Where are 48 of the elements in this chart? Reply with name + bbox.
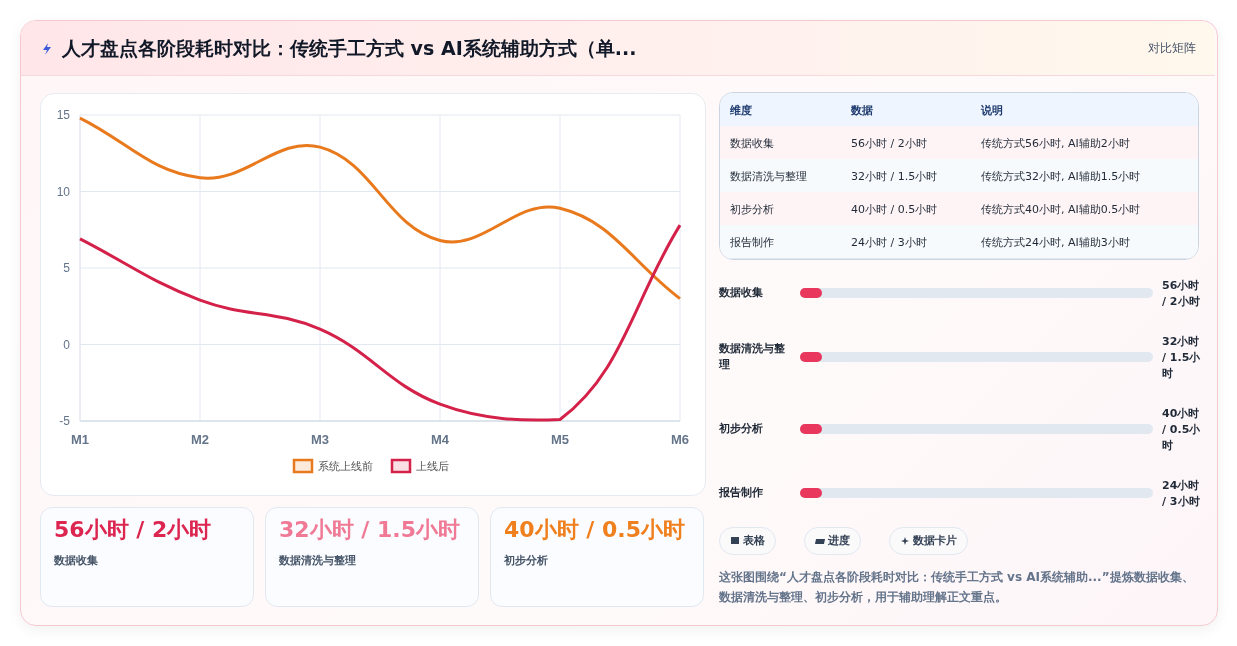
text: 传统方式24小时, AI辅助3小时 [981, 236, 1130, 249]
category-label: 数据收集 [730, 137, 774, 150]
text: 进度 [828, 534, 850, 547]
y-tick-label: 10 [56, 184, 71, 199]
text: 56小时 / 2小时 [54, 517, 212, 542]
text: 对比矩阵 [1148, 40, 1196, 57]
x-tick-label: M6 [670, 432, 690, 447]
category-label: 数据 [851, 103, 873, 118]
category-label: 数据清洗与整理 [279, 553, 356, 568]
y-tick-label: 5 [63, 261, 71, 275]
text: 56小时 / 2小时 [1162, 279, 1200, 308]
text: 传统方式56小时, AI辅助2小时 [981, 137, 1130, 150]
text: 24小时 / 3小时 [851, 236, 927, 249]
x-tick-label: M3 [310, 432, 330, 447]
category-label: 数据收集 [719, 285, 764, 301]
text: 32小时 / 1.5小时 [279, 517, 460, 542]
y-tick-label: 0 [63, 337, 71, 352]
chart-title: 人才盘点各阶段耗时对比：传统手工方式 vs AI系统辅助方式（单... [62, 36, 637, 61]
category-label: 初步分析 [730, 203, 774, 216]
text: 40小时 / 0.5小时 [504, 517, 685, 542]
x-tick-label: M4 [430, 432, 450, 447]
text: 传统方式32小时, AI辅助1.5小时 [981, 170, 1141, 183]
category-label: 数据收集 [54, 553, 98, 568]
category-label: 维度 [730, 103, 752, 118]
y-tick-label: -5 [59, 414, 71, 428]
category-label: 初步分析 [504, 553, 548, 568]
category-label: 数据清洗与整理 [730, 170, 807, 183]
category-label: 报告制作 [719, 485, 764, 501]
category-label: 报告制作 [730, 236, 774, 249]
x-tick-label: M1 [70, 432, 90, 447]
text: 传统方式40小时, AI辅助0.5小时 [981, 203, 1141, 216]
text: 32小时 / 1.5小时 [1162, 335, 1201, 380]
text: 数据卡片 [913, 534, 957, 547]
text: 40小时 / 0.5小时 [1162, 407, 1201, 452]
y-tick-label: 15 [56, 108, 71, 122]
text: 24小时 / 3小时 [1162, 479, 1200, 508]
category-label: 说明 [981, 103, 1003, 118]
text: 40小时 / 0.5小时 [851, 203, 938, 216]
category-label: 初步分析 [719, 421, 764, 437]
text: 表格 [743, 534, 765, 547]
text: 56小时 / 2小时 [851, 137, 927, 150]
x-tick-label: M2 [190, 432, 210, 447]
x-tick-label: M5 [550, 432, 570, 447]
text: 32小时 / 1.5小时 [851, 170, 938, 183]
legend-label: 上线后 [416, 460, 449, 473]
category-label: 数据清洗与整理 [719, 341, 786, 373]
text: 这张图围绕“人才盘点各阶段耗时对比：传统手工方式 vs AI系统辅助...”提炼数据收集、数据清洗与整理、初步分析，用于辅助理解正文重点。 [719, 569, 1195, 606]
legend-label: 系统上线前 [318, 460, 373, 473]
